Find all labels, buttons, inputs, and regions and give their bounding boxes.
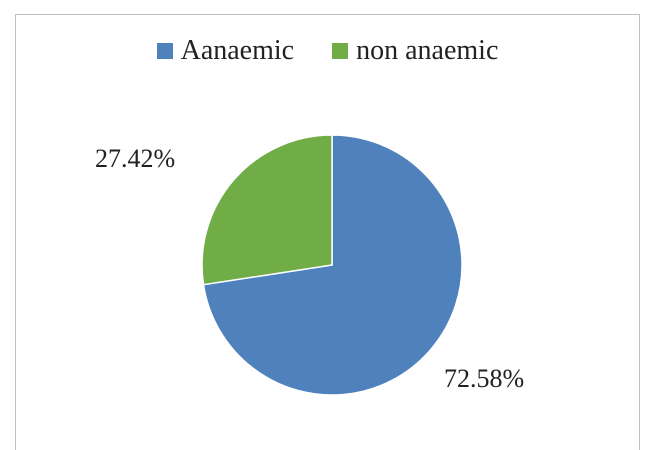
legend-item-non-anaemic: non anaemic: [332, 35, 498, 67]
pie-slice-non-anaemic: [201, 134, 333, 286]
chart-frame: [15, 14, 640, 450]
legend-label-non-anaemic: non anaemic: [356, 35, 499, 66]
legend-item-aanaemic: Aanaemic: [156, 35, 295, 67]
legend-swatch-aanaemic: [156, 43, 173, 59]
data-label-non-anaemic: 27.42%: [95, 144, 175, 173]
legend-label-aanaemic: Aanaemic: [180, 35, 295, 66]
legend-swatch-non-anaemic: [332, 43, 349, 59]
data-label-aanaemic: 72.58%: [444, 364, 524, 393]
legend: Aanaemic non anaemic: [0, 35, 655, 67]
